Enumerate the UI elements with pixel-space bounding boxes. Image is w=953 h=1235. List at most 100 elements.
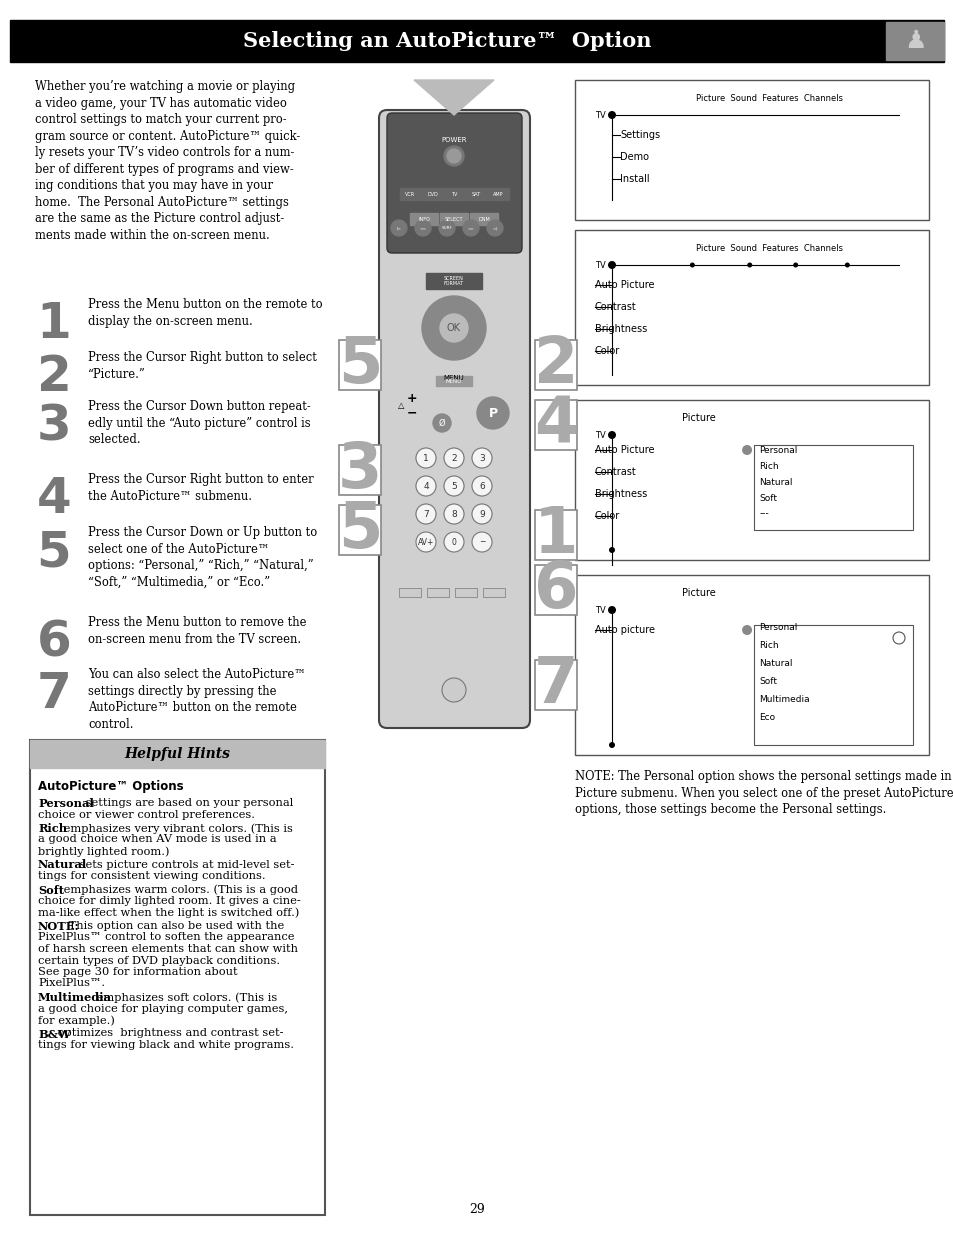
Text: SELECT: SELECT: [444, 216, 463, 221]
Bar: [535, 510, 577, 559]
Text: <<: <<: [419, 226, 426, 230]
Circle shape: [476, 396, 509, 429]
Bar: [575, 576, 928, 755]
Text: tings for viewing black and white programs.: tings for viewing black and white progra…: [38, 1040, 294, 1050]
Text: Press the Menu button on the remote to
display the on-screen menu.: Press the Menu button on the remote to d…: [88, 298, 322, 327]
Bar: [465, 188, 486, 200]
Circle shape: [472, 504, 492, 524]
Bar: [482, 588, 504, 597]
Text: 1: 1: [36, 300, 71, 348]
Circle shape: [433, 414, 451, 432]
Bar: [488, 188, 509, 200]
Text: Press the Menu button to remove the
on-screen menu from the TV screen.: Press the Menu button to remove the on-s…: [88, 616, 306, 646]
Circle shape: [443, 504, 463, 524]
Bar: [575, 230, 928, 385]
Bar: [535, 340, 577, 390]
Bar: [10, 20, 943, 62]
Circle shape: [443, 532, 463, 552]
Text: 4: 4: [534, 394, 578, 456]
Circle shape: [689, 263, 694, 268]
Circle shape: [741, 445, 751, 454]
Circle shape: [443, 146, 463, 165]
Text: 7: 7: [36, 671, 71, 718]
Bar: [753, 445, 912, 530]
Text: optimizes  brightness and contrast set-: optimizes brightness and contrast set-: [54, 1029, 284, 1039]
Text: Press the Cursor Right button to enter
the AutoPicture™ submenu.: Press the Cursor Right button to enter t…: [88, 473, 314, 503]
Text: for example.): for example.): [38, 1015, 114, 1025]
Text: of harsh screen elements that can show with: of harsh screen elements that can show w…: [38, 944, 297, 953]
Text: Multimedia: Multimedia: [759, 694, 809, 704]
Text: Rich: Rich: [38, 823, 67, 834]
Text: Color: Color: [595, 511, 619, 521]
Circle shape: [486, 220, 502, 236]
Text: Soft: Soft: [38, 884, 64, 895]
Bar: [398, 588, 420, 597]
Circle shape: [472, 532, 492, 552]
Text: ma-like effect when the light is switched off.): ma-like effect when the light is switche…: [38, 908, 299, 918]
Bar: [338, 505, 380, 555]
Text: 2: 2: [534, 333, 578, 396]
Text: tings for consistent viewing conditions.: tings for consistent viewing conditions.: [38, 871, 265, 881]
Text: SCREEN
FORMAT: SCREEN FORMAT: [443, 275, 463, 287]
Text: Ø: Ø: [438, 419, 445, 427]
Bar: [455, 588, 476, 597]
Text: Install: Install: [619, 174, 649, 184]
Bar: [535, 659, 577, 710]
Text: ♟: ♟: [902, 28, 925, 53]
Text: You can also select the AutoPicture™
settings directly by pressing the
AutoPictu: You can also select the AutoPicture™ set…: [88, 668, 305, 730]
Text: 5: 5: [337, 333, 382, 396]
Text: VCR: VCR: [405, 191, 416, 196]
Text: PixelPlus™ control to soften the appearance: PixelPlus™ control to soften the appeara…: [38, 932, 294, 942]
Text: 29: 29: [469, 1203, 484, 1216]
Text: 1: 1: [534, 504, 578, 566]
Text: brightly lighted room.): brightly lighted room.): [38, 846, 170, 857]
FancyBboxPatch shape: [387, 112, 521, 253]
Bar: [338, 340, 380, 390]
Bar: [443, 188, 464, 200]
Text: Auto Picture: Auto Picture: [595, 445, 654, 454]
Bar: [30, 740, 325, 768]
Text: 1: 1: [423, 453, 429, 462]
Text: SAT: SAT: [472, 191, 480, 196]
Text: △: △: [397, 400, 404, 410]
Text: sets picture controls at mid-level set-: sets picture controls at mid-level set-: [76, 860, 294, 869]
Text: 6: 6: [478, 482, 484, 490]
Bar: [399, 188, 420, 200]
Text: DNM: DNM: [477, 216, 489, 221]
FancyBboxPatch shape: [378, 110, 530, 727]
Text: AV+: AV+: [417, 537, 434, 547]
Text: emphasizes soft colors. (This is: emphasizes soft colors. (This is: [92, 992, 277, 1003]
Text: >>: >>: [467, 226, 474, 230]
Text: Picture: Picture: [681, 588, 715, 598]
Circle shape: [607, 261, 616, 269]
Text: Natural: Natural: [38, 860, 87, 871]
Circle shape: [443, 448, 463, 468]
Circle shape: [608, 742, 615, 748]
Text: ---: ---: [759, 510, 768, 519]
Circle shape: [607, 606, 616, 614]
Text: Rich: Rich: [759, 462, 778, 471]
Text: Rich: Rich: [759, 641, 778, 650]
Text: TV: TV: [595, 261, 605, 269]
Bar: [436, 375, 472, 387]
Circle shape: [792, 263, 798, 268]
Text: 4: 4: [423, 482, 428, 490]
Text: Personal: Personal: [759, 446, 797, 454]
Text: emphasizes warm colors. (This is a good: emphasizes warm colors. (This is a good: [60, 884, 297, 895]
Bar: [427, 588, 449, 597]
Circle shape: [441, 678, 465, 701]
Text: Helpful Hints: Helpful Hints: [125, 747, 231, 761]
Text: 3: 3: [478, 453, 484, 462]
Text: certain types of DVD playback conditions.: certain types of DVD playback conditions…: [38, 956, 280, 966]
Text: DVD: DVD: [427, 191, 437, 196]
Bar: [575, 400, 928, 559]
Bar: [575, 80, 928, 220]
Text: Picture: Picture: [681, 412, 715, 424]
Text: 8: 8: [451, 510, 456, 519]
Text: PixelPlus™.: PixelPlus™.: [38, 978, 105, 988]
Text: Soft: Soft: [759, 494, 777, 503]
Circle shape: [439, 314, 468, 342]
Text: P: P: [488, 406, 497, 420]
Text: 7: 7: [423, 510, 429, 519]
Bar: [30, 740, 325, 1215]
